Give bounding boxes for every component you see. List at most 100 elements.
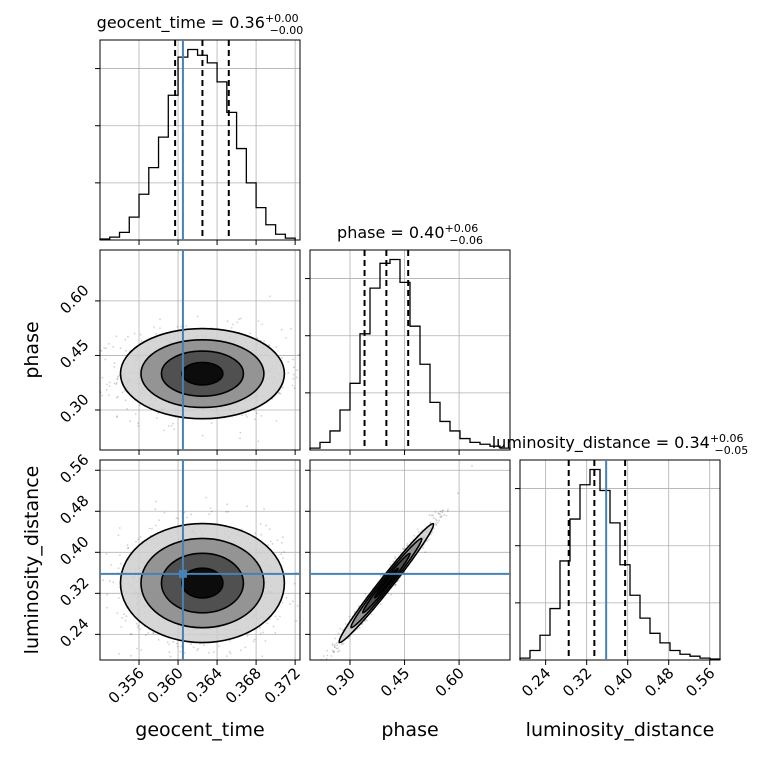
pair-geocent_time-vs-luminosity_distance-point <box>229 652 232 655</box>
xtick-label-geocent_time-4: 0.372 <box>261 664 304 707</box>
hist-geocent_time-title-main: geocent_time = 0.36 <box>97 13 265 33</box>
yaxis-label-luminosity_distance: luminosity_distance <box>21 466 43 655</box>
pair-phase-vs-luminosity_distance-point <box>439 513 442 516</box>
pair-geocent_time-vs-phase-point <box>155 417 158 419</box>
pair-phase-vs-luminosity_distance-point <box>326 649 328 652</box>
hist-luminosity_distance-step <box>519 468 721 660</box>
pair-geocent_time-vs-luminosity_distance-point <box>152 632 154 635</box>
hist-phase-title-errplus: +0.06 <box>445 222 479 235</box>
pair-phase-vs-luminosity_distance-point <box>438 513 440 515</box>
pair-geocent_time-vs-luminosity_distance-point <box>120 626 123 628</box>
pair-phase-vs-luminosity_distance-point <box>322 655 325 657</box>
pair-geocent_time-vs-luminosity_distance-point <box>137 624 140 627</box>
pair-phase-vs-luminosity_distance-point <box>342 642 345 645</box>
pair-phase-vs-luminosity_distance-point <box>435 522 437 525</box>
pair-geocent_time-vs-luminosity_distance-point <box>196 649 198 652</box>
hist-luminosity_distance-title-main: luminosity_distance = 0.34 <box>492 433 710 453</box>
pair-phase-vs-luminosity_distance-point <box>441 511 444 514</box>
pair-geocent_time-vs-luminosity_distance-point <box>147 632 150 635</box>
pair-geocent_time-vs-luminosity_distance-point <box>281 601 284 604</box>
pair-geocent_time-vs-luminosity_distance-point <box>108 580 111 583</box>
pair-geocent_time-vs-luminosity_distance-point <box>319 585 321 587</box>
pair-geocent_time-vs-luminosity_distance-point <box>130 633 133 636</box>
pair-phase-vs-luminosity_distance-contour-3 <box>373 567 399 599</box>
pair-geocent_time-vs-luminosity_distance-point <box>154 508 157 511</box>
pair-geocent_time-vs-phase-point <box>255 412 258 415</box>
pair-geocent_time-vs-luminosity_distance-point <box>259 523 262 525</box>
pair-geocent_time-vs-phase-point <box>292 373 295 376</box>
pair-phase-vs-luminosity_distance-point <box>431 531 434 534</box>
pair-geocent_time-vs-luminosity_distance-point <box>126 544 129 547</box>
pair-geocent_time-vs-phase-point <box>104 358 107 361</box>
pair-geocent_time-vs-phase-point <box>105 388 108 391</box>
pair-geocent_time-vs-luminosity_distance-point <box>135 540 137 543</box>
pair-phase-vs-luminosity_distance-point <box>435 519 438 522</box>
ytick-label-luminosity_distance-0: 0.24 <box>56 615 92 651</box>
pair-geocent_time-vs-luminosity_distance-point <box>168 643 171 646</box>
pair-geocent_time-vs-phase-point <box>290 328 292 330</box>
pair-geocent_time-vs-phase-point <box>282 386 284 389</box>
pair-geocent_time-vs-phase-point <box>185 325 188 327</box>
pair-geocent_time-vs-luminosity_distance-point <box>261 655 264 658</box>
pair-geocent_time-vs-phase-point <box>115 383 118 385</box>
pair-geocent_time-vs-phase-point <box>116 396 118 399</box>
pair-geocent_time-vs-phase-point <box>315 389 317 391</box>
pair-phase-vs-luminosity_distance-point <box>394 584 396 587</box>
pair-geocent_time-vs-luminosity_distance-point <box>137 626 139 629</box>
pair-geocent_time-vs-luminosity_distance-point <box>246 634 249 637</box>
pair-geocent_time-vs-luminosity_distance-point <box>118 527 121 529</box>
pair-geocent_time-vs-phase-point <box>297 354 300 356</box>
pair-phase-vs-luminosity_distance-point <box>379 574 382 577</box>
pair-geocent_time-vs-phase-point <box>116 378 119 381</box>
pair-geocent_time-vs-phase-point <box>139 404 141 407</box>
pair-geocent_time-vs-luminosity_distance-point <box>266 622 269 625</box>
pair-geocent_time-vs-luminosity_distance-point <box>119 554 121 557</box>
pair-phase-vs-luminosity_distance-point <box>337 632 340 635</box>
xtick-label-luminosity_distance-0: 0.24 <box>518 664 554 700</box>
pair-geocent_time-vs-luminosity_distance-point <box>127 546 130 549</box>
pair-geocent_time-vs-luminosity_distance-point <box>117 567 120 570</box>
pair-geocent_time-vs-luminosity_distance-point <box>158 519 161 522</box>
pair-phase-vs-luminosity_distance-point <box>435 524 438 526</box>
ytick-label-luminosity_distance-4: 0.56 <box>56 451 92 487</box>
pair-geocent_time-vs-phase-point <box>292 377 295 380</box>
pair-geocent_time-vs-phase-point <box>296 369 299 371</box>
pair-geocent_time-vs-phase-point <box>170 425 173 427</box>
pair-geocent_time-vs-luminosity_distance-point <box>274 615 277 618</box>
pair-geocent_time-vs-luminosity_distance-point <box>197 647 200 650</box>
xtick-label-luminosity_distance-2: 0.40 <box>600 664 636 700</box>
pair-geocent_time-vs-luminosity_distance-point <box>262 631 265 634</box>
pair-phase-vs-luminosity_distance-point <box>336 650 339 653</box>
ytick-label-luminosity_distance-1: 0.32 <box>56 574 92 610</box>
pair-phase-vs-luminosity_distance-point <box>364 592 367 595</box>
pair-geocent_time-vs-luminosity_distance-point <box>154 661 156 663</box>
pair-phase-vs-luminosity_distance-point <box>320 667 322 669</box>
hist-luminosity_distance-title: luminosity_distance = 0.34+0.06 −0.05 <box>492 432 749 457</box>
pair-phase-vs-luminosity_distance-point <box>310 674 312 676</box>
pair-geocent_time-vs-luminosity_distance-point <box>239 649 242 652</box>
pair-geocent_time-vs-luminosity_distance-point <box>176 645 179 648</box>
pair-geocent_time-vs-luminosity_distance-point <box>268 618 271 621</box>
pair-phase-vs-luminosity_distance-point <box>443 514 446 516</box>
pair-geocent_time-vs-luminosity_distance-point <box>139 536 142 538</box>
pair-geocent_time-vs-phase-point <box>239 431 242 434</box>
pair-phase-vs-luminosity_distance-point <box>429 521 432 524</box>
pair-phase-vs-luminosity_distance-point <box>439 510 442 513</box>
pair-geocent_time-vs-luminosity_distance-point <box>276 618 279 621</box>
pair-geocent_time-vs-luminosity_distance-point <box>148 527 151 530</box>
pair-geocent_time-vs-luminosity_distance-point <box>301 548 303 550</box>
pair-geocent_time-vs-phase-point <box>97 351 99 353</box>
pair-phase-vs-luminosity_distance-point <box>439 515 442 518</box>
pair-geocent_time-vs-phase-point <box>239 437 241 440</box>
pair-geocent_time-vs-luminosity_distance-point <box>136 647 139 650</box>
pair-phase-vs-luminosity_distance-point <box>335 642 338 644</box>
pair-geocent_time-vs-phase-point <box>133 332 136 335</box>
pair-phase-vs-luminosity_distance-point <box>428 514 431 516</box>
pair-geocent_time-vs-luminosity_distance-point <box>234 662 236 664</box>
pair-geocent_time-vs-phase-point <box>116 377 119 380</box>
pair-phase-vs-luminosity_distance-point <box>327 666 329 668</box>
hist-phase-step <box>309 258 511 450</box>
pair-phase-vs-luminosity_distance-point <box>406 543 409 545</box>
pair-geocent_time-vs-phase-point <box>116 415 119 418</box>
pair-geocent_time-vs-luminosity_distance-point <box>119 562 122 565</box>
